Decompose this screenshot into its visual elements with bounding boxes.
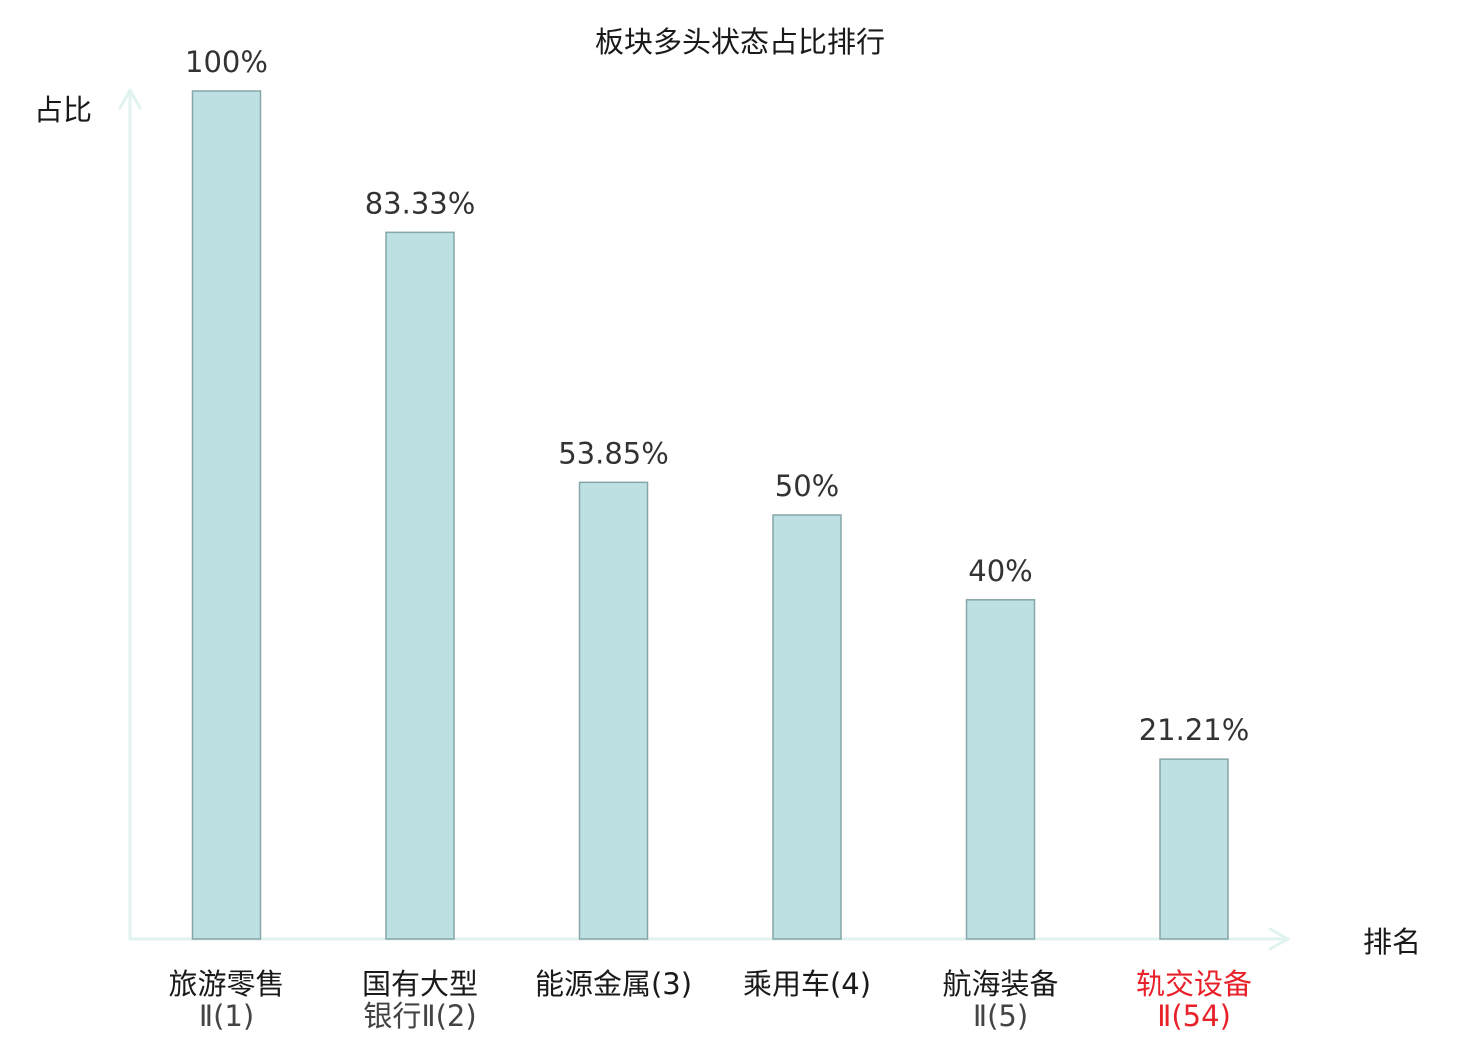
bar [191,90,262,940]
category-label: 航海装备 [942,967,1058,1001]
value-label: 53.85% [558,436,669,470]
category-label-line2: Ⅱ(5) [973,999,1028,1033]
category-label-line2: Ⅱ(1) [199,999,254,1033]
category-label: 旅游零售 [168,967,284,1001]
category-label-line2: 银行Ⅱ(2) [363,999,476,1033]
bar [385,231,455,940]
x-axis-arrow [1268,927,1290,951]
bar [578,481,649,940]
value-labels-group: 100% 83.33% 53.85% 50% 40% 21.21% [185,45,1249,747]
value-label: 40% [968,554,1032,588]
category-label: 国有大型 [362,967,478,1001]
x-axis-label: 排名 [1363,925,1421,959]
category-label: 能源金属(3) [535,967,692,1001]
value-label: 50% [775,469,839,503]
value-label: 100% [185,45,268,79]
category-label: 乘用车(4) [743,967,871,1001]
category-label: 轨交设备 [1136,967,1252,1001]
chart-title: 板块多头状态占比排行 [595,25,885,59]
value-label: 83.33% [365,186,476,220]
y-axis-arrow [118,88,142,110]
bar [1159,758,1229,940]
value-label: 21.21% [1139,713,1250,747]
bars-group [191,90,1229,940]
category-label-line2: Ⅱ(54) [1157,999,1231,1033]
bar [965,599,1036,940]
axes [118,88,1290,951]
y-axis-label: 占比 [34,93,92,127]
bar [772,514,842,940]
